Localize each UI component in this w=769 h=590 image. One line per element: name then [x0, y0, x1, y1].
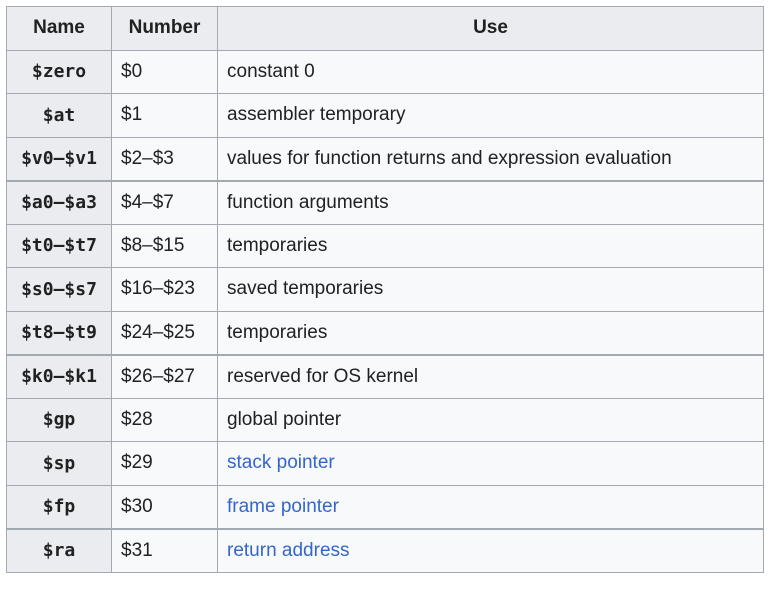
register-use: values for function returns and expressi… — [217, 136, 764, 181]
header-name: Name — [6, 6, 112, 51]
register-number: $4–$7 — [111, 179, 218, 225]
table-row: $t8–$t9 $24–$25 temporaries — [6, 310, 764, 355]
register-name: $s0–$s7 — [6, 267, 112, 312]
header-number: Number — [111, 6, 218, 51]
table-row: $k0–$k1 $26–$27 reserved for OS kernel — [6, 353, 764, 399]
table-row: $at $1 assembler temporary — [6, 93, 764, 138]
register-use: temporaries — [217, 310, 764, 355]
use-text: temporaries — [227, 321, 328, 343]
register-use: reserved for OS kernel — [217, 353, 764, 399]
table-row: $t0–$t7 $8–$15 temporaries — [6, 223, 764, 268]
register-number: $30 — [111, 484, 218, 529]
use-link[interactable]: return address — [227, 539, 350, 561]
use-text: values for function returns and expressi… — [227, 147, 672, 169]
register-use: stack pointer — [217, 441, 764, 486]
use-text: assembler temporary — [227, 104, 406, 126]
register-use: saved temporaries — [217, 267, 764, 312]
register-use: return address — [217, 527, 764, 573]
register-use: frame pointer — [217, 484, 764, 529]
register-use: global pointer — [217, 397, 764, 442]
table-row: $v0–$v1 $2–$3 values for function return… — [6, 136, 764, 181]
register-number: $28 — [111, 397, 218, 442]
register-use: function arguments — [217, 179, 764, 225]
register-use: constant 0 — [217, 49, 764, 94]
register-number: $8–$15 — [111, 223, 218, 268]
header-row: Name Number Use — [6, 6, 764, 51]
table-row: $s0–$s7 $16–$23 saved temporaries — [6, 267, 764, 312]
register-number: $26–$27 — [111, 353, 218, 399]
register-name: $fp — [6, 484, 112, 529]
register-name: $a0–$a3 — [6, 179, 112, 225]
table-row: $ra $31 return address — [6, 527, 764, 573]
use-text: reserved for OS kernel — [227, 365, 419, 387]
header-use: Use — [217, 6, 764, 51]
table-row: $gp $28 global pointer — [6, 397, 764, 442]
table-row: $sp $29 stack pointer — [6, 441, 764, 486]
use-link[interactable]: frame pointer — [227, 495, 339, 517]
register-name: $k0–$k1 — [6, 353, 112, 399]
use-text: global pointer — [227, 408, 342, 430]
table-row: $fp $30 frame pointer — [6, 484, 764, 529]
register-number: $1 — [111, 93, 218, 138]
use-text: function arguments — [227, 191, 389, 213]
register-number: $29 — [111, 441, 218, 486]
register-name: $at — [6, 93, 112, 138]
use-text: temporaries — [227, 234, 328, 256]
register-use: temporaries — [217, 223, 764, 268]
table-row: $zero $0 constant 0 — [6, 49, 764, 94]
register-table: Name Number Use $zero $0 constant 0 $at $… — [6, 6, 764, 573]
register-number: $0 — [111, 49, 218, 94]
register-name: $ra — [6, 527, 112, 573]
register-name: $t8–$t9 — [6, 310, 112, 355]
use-text: saved temporaries — [227, 278, 384, 300]
use-text: constant 0 — [227, 60, 315, 82]
register-number: $24–$25 — [111, 310, 218, 355]
register-name: $gp — [6, 397, 112, 442]
register-number: $2–$3 — [111, 136, 218, 181]
register-number: $16–$23 — [111, 267, 218, 312]
table-row: $a0–$a3 $4–$7 function arguments — [6, 179, 764, 225]
register-number: $31 — [111, 527, 218, 573]
register-name: $zero — [6, 49, 112, 94]
use-link[interactable]: stack pointer — [227, 452, 335, 474]
register-name: $sp — [6, 441, 112, 486]
register-name: $t0–$t7 — [6, 223, 112, 268]
register-use: assembler temporary — [217, 93, 764, 138]
register-name: $v0–$v1 — [6, 136, 112, 181]
